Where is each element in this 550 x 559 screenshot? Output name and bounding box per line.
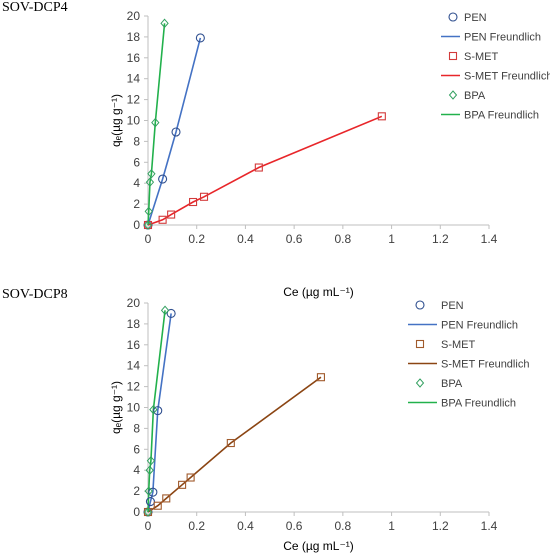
legend-entry-label: BPA [464, 90, 486, 102]
y-tick-label: 14 [127, 72, 141, 86]
x-axis-title: Ce (µg mL⁻¹) [283, 539, 354, 553]
legend-entry-label: PEN [464, 12, 487, 24]
y-tick-label: 18 [127, 317, 141, 331]
x-tick-label: 1.4 [481, 232, 498, 246]
y-tick-label: 16 [127, 338, 141, 352]
legend: PEN PEN Freundlich S-MET S-MET Freundlich BP… [441, 12, 550, 122]
series-line-bpa-freundlich [148, 23, 165, 225]
x-tick-label: 1 [388, 519, 395, 533]
x-tick-label: 0.6 [286, 519, 303, 533]
y-tick-label: 2 [133, 484, 140, 498]
y-tick-label: 12 [127, 380, 141, 394]
y-tick-label: 4 [133, 176, 140, 190]
y-tick-label: 0 [133, 505, 140, 519]
y-tick-label: 18 [127, 30, 141, 44]
x-tick-label: 0.2 [188, 232, 205, 246]
y-tick-label: 10 [127, 114, 141, 128]
legend-marker-swatch [450, 53, 457, 60]
y-tick-label: 14 [127, 359, 141, 373]
y-tick-label: 12 [127, 93, 141, 107]
x-tick-label: 0.6 [286, 232, 303, 246]
legend-entry-label: S-MET Freundlich [464, 71, 550, 83]
x-tick-label: 0 [145, 232, 152, 246]
x-tick-label: 1 [388, 232, 395, 246]
legend-entry-label: BPA Freundlich [464, 110, 539, 122]
x-tick-label: 1.2 [432, 519, 449, 533]
y-tick-label: 10 [127, 401, 141, 415]
x-axis-title: Ce (µg mL⁻¹) [283, 285, 354, 299]
y-tick-label: 8 [133, 421, 140, 435]
legend-marker-swatch [417, 341, 424, 348]
x-tick-label: 0.8 [335, 519, 352, 533]
y-tick-label: 6 [133, 155, 140, 169]
x-tick-label: 1.2 [432, 232, 449, 246]
legend-entry-label: PEN [441, 300, 464, 312]
y-tick-label: 6 [133, 442, 140, 456]
legend-entry-label: S-MET [441, 339, 476, 351]
legend-entry-label: BPA Freundlich [441, 398, 516, 410]
y-tick-label: 20 [127, 296, 141, 310]
y-axis-title: qₑ(µg g⁻¹) [109, 381, 123, 434]
x-tick-label: 0.2 [188, 519, 205, 533]
series-line-bpa-freundlich [148, 310, 165, 512]
y-tick-label: 0 [133, 218, 140, 232]
x-tick-label: 0.4 [237, 232, 254, 246]
y-axis-title: qₑ(µg g⁻¹) [109, 94, 123, 147]
x-tick-label: 0.4 [237, 519, 254, 533]
chart-2: 0 2 4 6 8 10 12 14 16 18 20 0 0.2 0.4 0.6 0.8 1 1.2 1.4 Ce … [109, 296, 529, 553]
x-tick-label: 1.4 [481, 519, 498, 533]
y-tick-label: 8 [133, 134, 140, 148]
y-tick-label: 4 [133, 463, 140, 477]
legend-marker-swatch [417, 379, 424, 387]
legend-marker-swatch [416, 301, 424, 309]
legend-entry-label: PEN Freundlich [441, 320, 518, 332]
y-tick-label: 20 [127, 9, 141, 23]
y-tick-label: 16 [127, 51, 141, 65]
legend: PEN PEN Freundlich S-MET S-MET Freundlich BP… [408, 300, 529, 410]
x-tick-label: 0 [145, 519, 152, 533]
chart-1: 0 2 4 6 8 10 12 14 16 18 20 0 0.2 0.4 0.6 0.8 1 1.2 1.4 Ce … [109, 9, 550, 299]
series-line-pen-freundlich [148, 38, 200, 225]
legend-marker-swatch [450, 91, 457, 99]
legend-marker-swatch [449, 13, 457, 21]
legend-entry-label: S-MET Freundlich [441, 359, 529, 371]
legend-entry-label: S-MET [464, 51, 499, 63]
y-tick-label: 2 [133, 197, 140, 211]
legend-entry-label: BPA [441, 378, 463, 390]
series-line-s-met-freundlich [148, 116, 382, 225]
x-tick-label: 0.8 [335, 232, 352, 246]
legend-entry-label: PEN Freundlich [464, 32, 541, 44]
series-line-pen-freundlich [148, 313, 171, 512]
